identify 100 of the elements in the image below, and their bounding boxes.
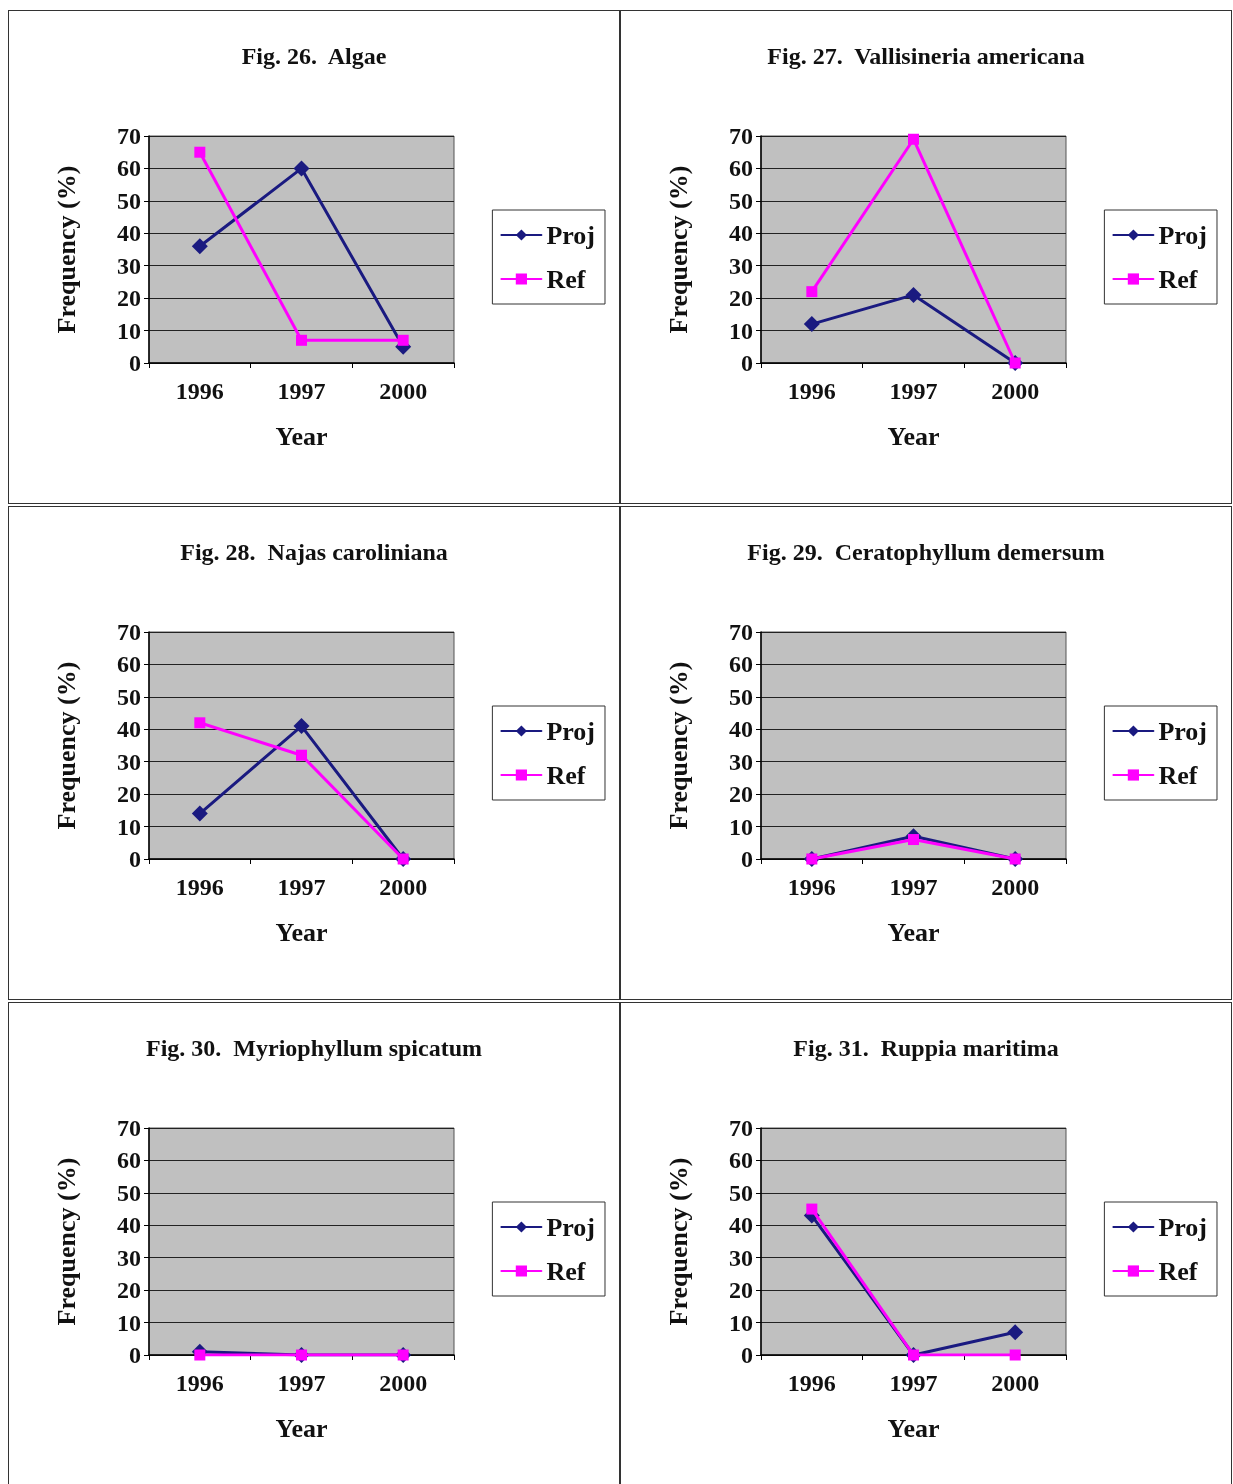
- point: [293, 718, 310, 735]
- y-tick-label: 40: [117, 716, 141, 743]
- y-tick-label: 0: [741, 1342, 753, 1368]
- chart-title: Fig. 30. Myriophyllum spicatum: [145, 1035, 483, 1061]
- chart-title: Fig. 28. Najas caroliniana: [180, 539, 448, 565]
- x-axis-title: Year: [887, 421, 940, 451]
- x-tick-label: 1997: [277, 874, 326, 900]
- x-tick-label: 1997: [277, 1370, 326, 1396]
- y-tick-label: 50: [729, 683, 753, 710]
- chart-title: Fig. 29. Ceratophyllum demersum: [747, 539, 1105, 565]
- y-tick-label: 20: [729, 285, 753, 312]
- y-tick-label: 70: [729, 619, 753, 645]
- point: [908, 834, 919, 846]
- legend-label: Proj: [1158, 1212, 1208, 1242]
- y-tick-label: 10: [117, 1309, 141, 1336]
- y-tick-label: 0: [129, 1342, 141, 1368]
- point: [296, 334, 307, 346]
- legend-label: Ref: [1158, 760, 1198, 790]
- x-axis-title: Year: [887, 917, 940, 947]
- y-tick-label: 0: [741, 846, 753, 872]
- y-tick-label: 60: [117, 651, 141, 678]
- y-tick-label: 40: [729, 1212, 753, 1239]
- y-tick-label: 0: [741, 350, 753, 376]
- y-tick-label: 30: [729, 748, 753, 775]
- y-tick-label: 30: [117, 252, 141, 279]
- y-tick-label: 30: [117, 748, 141, 775]
- x-tick-label: 2000: [379, 378, 428, 404]
- legend-label: Ref: [1158, 1256, 1198, 1286]
- y-axis-title: Frequency (%): [51, 661, 81, 830]
- x-tick-label: 1997: [889, 1370, 938, 1396]
- y-tick-label: 50: [729, 187, 753, 214]
- y-axis-title: Frequency (%): [663, 661, 693, 830]
- point: [191, 238, 208, 255]
- x-tick-label: 1997: [277, 378, 326, 404]
- x-tick-label: 1996: [175, 1370, 224, 1396]
- chart-title: Fig. 27. Vallisineria americana: [767, 43, 1085, 69]
- x-tick-label: 2000: [379, 1370, 428, 1396]
- y-tick-label: 70: [117, 123, 141, 149]
- legend-label: Proj: [1158, 716, 1208, 746]
- x-tick-label: 1996: [175, 378, 224, 404]
- y-tick-label: 0: [129, 350, 141, 376]
- y-tick-label: 10: [729, 1309, 753, 1336]
- y-tick-label: 60: [117, 1147, 141, 1174]
- x-axis-title: Year: [275, 1413, 328, 1443]
- x-tick-label: 2000: [991, 1370, 1040, 1396]
- y-tick-label: 50: [117, 683, 141, 710]
- y-tick-label: 30: [729, 252, 753, 279]
- x-axis-title: Year: [275, 421, 328, 451]
- point: [296, 749, 307, 761]
- y-axis-title: Frequency (%): [663, 1157, 693, 1326]
- x-tick-label: 1996: [787, 1370, 836, 1396]
- y-tick-label: 20: [117, 781, 141, 808]
- chart-title: Fig. 26. Algae: [241, 43, 387, 69]
- y-tick-label: 40: [729, 716, 753, 743]
- x-tick-label: 1997: [889, 378, 938, 404]
- y-tick-label: 10: [729, 317, 753, 344]
- legend-label: Proj: [1158, 220, 1208, 250]
- y-axis-title: Frequency (%): [51, 165, 81, 334]
- legend-label: Ref: [546, 1256, 586, 1286]
- legend-label: Proj: [546, 716, 596, 746]
- point: [1007, 1324, 1024, 1341]
- y-tick-label: 20: [729, 781, 753, 808]
- y-tick-label: 70: [117, 1115, 141, 1141]
- y-tick-label: 20: [117, 285, 141, 312]
- y-tick-label: 10: [117, 813, 141, 840]
- x-tick-label: 1996: [175, 874, 224, 900]
- y-axis-title: Frequency (%): [51, 1157, 81, 1326]
- y-tick-label: 20: [117, 1277, 141, 1304]
- point: [191, 805, 208, 822]
- x-tick-label: 2000: [991, 378, 1040, 404]
- point: [905, 286, 922, 303]
- y-tick-label: 60: [117, 155, 141, 182]
- chart-title: Fig. 31. Ruppia maritima: [793, 1035, 1059, 1061]
- x-tick-label: 1996: [787, 378, 836, 404]
- y-tick-label: 40: [117, 220, 141, 247]
- point: [806, 1203, 818, 1215]
- y-tick-label: 50: [117, 1179, 141, 1206]
- point: [908, 133, 919, 145]
- y-tick-label: 10: [117, 317, 141, 344]
- x-tick-label: 1996: [787, 874, 836, 900]
- y-tick-label: 50: [117, 187, 141, 214]
- point: [806, 286, 818, 298]
- y-tick-label: 40: [117, 1212, 141, 1239]
- y-axis-title: Frequency (%): [663, 165, 693, 334]
- y-tick-label: 20: [729, 1277, 753, 1304]
- y-tick-label: 30: [729, 1244, 753, 1271]
- y-tick-label: 10: [729, 813, 753, 840]
- point: [194, 146, 206, 158]
- point: [1009, 1349, 1021, 1361]
- y-tick-label: 70: [729, 123, 753, 149]
- legend-label: Proj: [546, 1212, 596, 1242]
- point: [293, 160, 310, 177]
- y-tick-label: 60: [729, 155, 753, 182]
- point: [803, 316, 820, 333]
- y-tick-label: 70: [729, 1115, 753, 1141]
- x-tick-label: 2000: [991, 874, 1040, 900]
- x-tick-label: 1997: [889, 874, 938, 900]
- x-axis-title: Year: [887, 1413, 940, 1443]
- point: [397, 334, 409, 346]
- x-axis-title: Year: [275, 917, 328, 947]
